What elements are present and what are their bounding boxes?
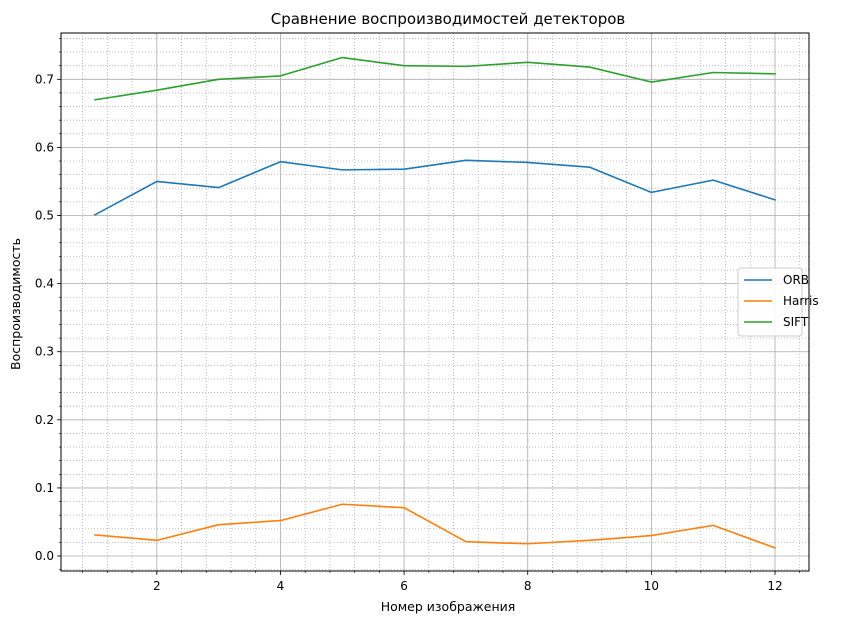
- legend-label-orb: ORB: [783, 273, 809, 287]
- y-tick-label: 0.0: [35, 549, 54, 563]
- series-line-orb: [93, 159, 777, 216]
- y-axis-label: Воспроизводимость: [8, 238, 23, 370]
- tick-labels: 2 4 6 8 10 12 0.0 0.1 0.2 0.3 0.4 0.5 0.6 0.7: [35, 72, 783, 593]
- chart-title: Сравнение воспроизводимостей детекторов: [271, 10, 626, 28]
- major-grid: [61, 33, 809, 571]
- axis-ticks: [57, 38, 801, 575]
- x-tick-label: 4: [277, 579, 285, 593]
- legend-label-sift: SIFT: [783, 315, 809, 329]
- x-tick-label: 2: [153, 579, 161, 593]
- y-tick-label: 0.1: [35, 481, 54, 495]
- x-axis-label: Номер изображения: [381, 599, 516, 614]
- plot-frame: [60, 32, 810, 572]
- y-tick-label: 0.3: [35, 345, 54, 359]
- legend-label-harris: Harris: [783, 294, 819, 308]
- y-tick-label: 0.7: [35, 72, 54, 86]
- series-line-sift: [94, 56, 776, 101]
- y-tick-label: 0.6: [35, 140, 54, 154]
- legend: ORB Harris SIFT: [737, 267, 819, 337]
- x-tick-label: 10: [644, 579, 659, 593]
- x-tick-label: 6: [400, 579, 408, 593]
- legend-box: [737, 267, 803, 337]
- y-tick-label: 0.4: [35, 277, 54, 291]
- series-layer: [93, 56, 777, 549]
- series-line-harris: [94, 503, 777, 549]
- y-tick-label: 0.5: [35, 209, 54, 223]
- minor-grid: [61, 33, 809, 571]
- x-tick-label: 8: [524, 579, 532, 593]
- y-tick-label: 0.2: [35, 413, 54, 427]
- x-tick-label: 12: [767, 579, 782, 593]
